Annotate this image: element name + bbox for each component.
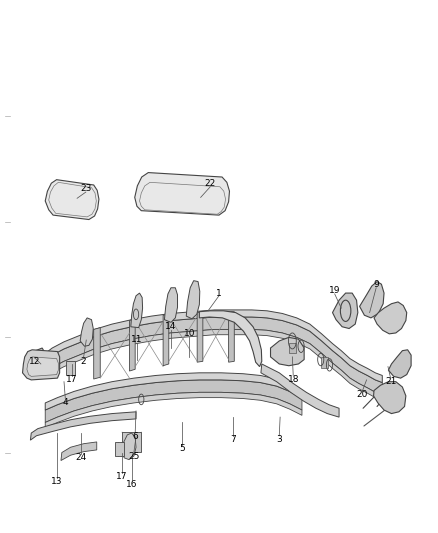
Polygon shape: [135, 173, 230, 215]
Text: 9: 9: [373, 280, 379, 289]
Polygon shape: [197, 312, 203, 362]
Polygon shape: [130, 319, 135, 371]
Polygon shape: [131, 293, 143, 328]
Polygon shape: [45, 373, 302, 410]
Text: 16: 16: [126, 480, 138, 489]
Text: 6: 6: [132, 432, 138, 441]
Text: 24: 24: [76, 454, 87, 463]
Polygon shape: [360, 281, 384, 318]
Text: 20: 20: [357, 391, 368, 399]
Text: 17: 17: [117, 472, 128, 481]
Polygon shape: [45, 392, 302, 428]
Polygon shape: [61, 442, 97, 461]
Text: 18: 18: [287, 375, 299, 384]
Polygon shape: [374, 382, 406, 414]
Polygon shape: [80, 318, 93, 346]
Polygon shape: [321, 357, 328, 368]
Polygon shape: [164, 288, 177, 322]
Polygon shape: [289, 343, 296, 353]
Polygon shape: [229, 312, 234, 362]
Polygon shape: [94, 328, 100, 379]
Text: 11: 11: [131, 335, 143, 344]
Text: 4: 4: [63, 398, 68, 407]
Polygon shape: [186, 281, 200, 319]
Polygon shape: [27, 357, 58, 376]
Polygon shape: [45, 329, 382, 400]
Text: 25: 25: [128, 451, 140, 461]
Polygon shape: [66, 361, 75, 375]
Polygon shape: [374, 302, 407, 334]
Text: 17: 17: [66, 375, 78, 384]
Text: 21: 21: [385, 377, 396, 386]
Text: 12: 12: [29, 357, 40, 366]
Polygon shape: [30, 412, 136, 440]
Polygon shape: [122, 432, 141, 451]
Polygon shape: [261, 364, 339, 417]
Polygon shape: [199, 311, 262, 367]
Polygon shape: [32, 348, 45, 378]
Polygon shape: [30, 358, 45, 378]
Polygon shape: [115, 442, 124, 456]
Polygon shape: [45, 180, 99, 220]
Text: 14: 14: [165, 322, 177, 331]
Text: 23: 23: [80, 184, 92, 193]
Text: 2: 2: [81, 357, 86, 366]
Text: 3: 3: [276, 435, 282, 444]
Text: 10: 10: [184, 329, 195, 338]
Polygon shape: [332, 293, 358, 328]
Text: 13: 13: [51, 478, 62, 486]
Text: 1: 1: [216, 288, 222, 297]
Polygon shape: [22, 350, 60, 380]
Polygon shape: [163, 314, 169, 366]
Text: 22: 22: [205, 179, 216, 188]
Polygon shape: [122, 433, 136, 459]
Polygon shape: [45, 380, 302, 423]
Polygon shape: [45, 310, 382, 383]
Polygon shape: [271, 337, 304, 366]
Text: 7: 7: [230, 435, 236, 444]
Polygon shape: [45, 317, 382, 395]
Text: 19: 19: [329, 286, 340, 295]
Text: 5: 5: [179, 443, 185, 453]
Polygon shape: [389, 350, 411, 378]
